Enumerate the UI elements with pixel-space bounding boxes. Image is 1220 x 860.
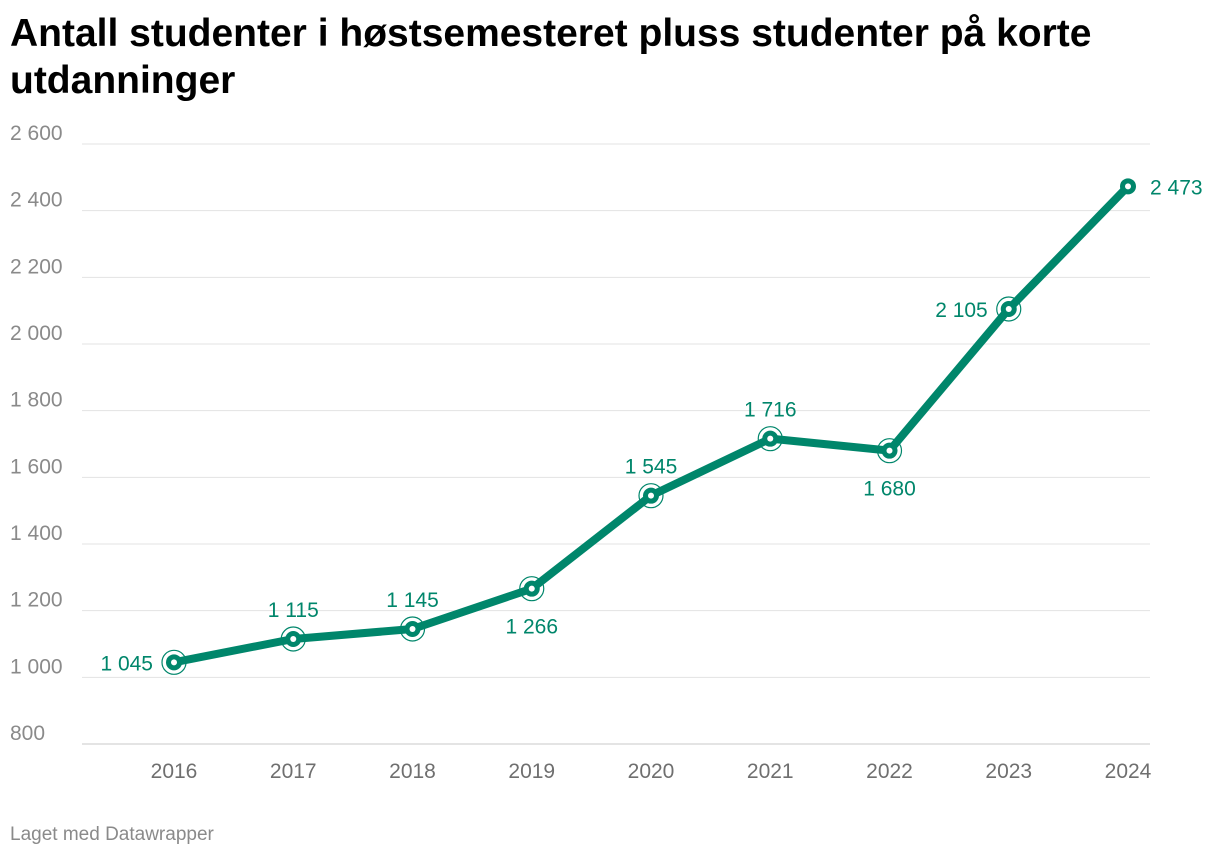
x-tick-label: 2016 (151, 760, 198, 783)
data-point-center (648, 492, 654, 499)
data-point-center (528, 585, 535, 592)
y-tick-label: 1 200 (10, 589, 63, 612)
series-line-layer (170, 182, 1132, 667)
data-point-center (1125, 183, 1131, 190)
x-tick-label: 2020 (628, 760, 675, 783)
data-label: 2 473 (1150, 176, 1203, 199)
data-label: 2 105 (935, 299, 988, 322)
y-tick-label: 800 (10, 722, 45, 745)
data-labels: 1 045 1 115 1 145 1 266 1 545 1 716 1 680 2 105… (100, 176, 1202, 675)
footer-credit: Laget med Datawrapper (10, 824, 214, 845)
x-tick-label: 2024 (1105, 760, 1152, 783)
x-tick-label: 2017 (270, 760, 317, 783)
y-tick-label: 1 600 (10, 455, 63, 478)
data-point-halo (519, 576, 545, 602)
y-axis-ticks: 800 1 000 1 200 1 400 1 600 1 800 2 000 2 200 2 … (10, 122, 63, 745)
data-point-halo (996, 296, 1022, 322)
x-tick-label: 2018 (389, 760, 436, 783)
y-tick-label: 2 200 (10, 255, 63, 278)
y-tick-label: 1 000 (10, 655, 63, 678)
data-point-halo (161, 649, 187, 675)
x-tick-label: 2022 (866, 760, 913, 783)
data-point-center (1005, 306, 1012, 312)
y-tick-label: 2 000 (10, 322, 63, 345)
data-label: 1 716 (744, 399, 797, 422)
data-point-halo (280, 626, 306, 652)
data-label: 1 145 (386, 589, 439, 612)
x-tick-label: 2019 (508, 760, 555, 783)
gridlines (82, 143, 1150, 745)
data-label: 1 115 (268, 599, 319, 622)
data-points (161, 178, 1136, 675)
data-point-center (171, 659, 177, 666)
data-point-halo (757, 426, 783, 452)
y-tick-label: 2 400 (10, 189, 63, 212)
data-point-halo (876, 438, 903, 464)
data-point-halo (399, 616, 426, 642)
data-point-center (409, 626, 416, 632)
data-label: 1 545 (625, 456, 678, 479)
data-point-center (767, 435, 774, 442)
y-tick-label: 1 400 (10, 522, 63, 545)
x-tick-label: 2023 (985, 760, 1032, 783)
data-label: 1 045 (100, 652, 153, 675)
data-point-center (886, 447, 893, 454)
data-label: 1 266 (505, 616, 558, 639)
y-tick-label: 1 800 (10, 389, 63, 412)
data-point-halo (638, 483, 664, 509)
x-axis-ticks: 2016 2017 2018 2019 2020 2021 2022 2023 2024 (151, 760, 1152, 783)
data-label: 1 680 (863, 478, 916, 501)
y-tick-label: 2 600 (10, 122, 63, 145)
data-point-center (290, 636, 297, 642)
series-line (170, 182, 1132, 667)
chart-title: Antall studenter i høstsemesteret pluss … (10, 12, 1092, 102)
x-tick-label: 2021 (747, 760, 794, 783)
